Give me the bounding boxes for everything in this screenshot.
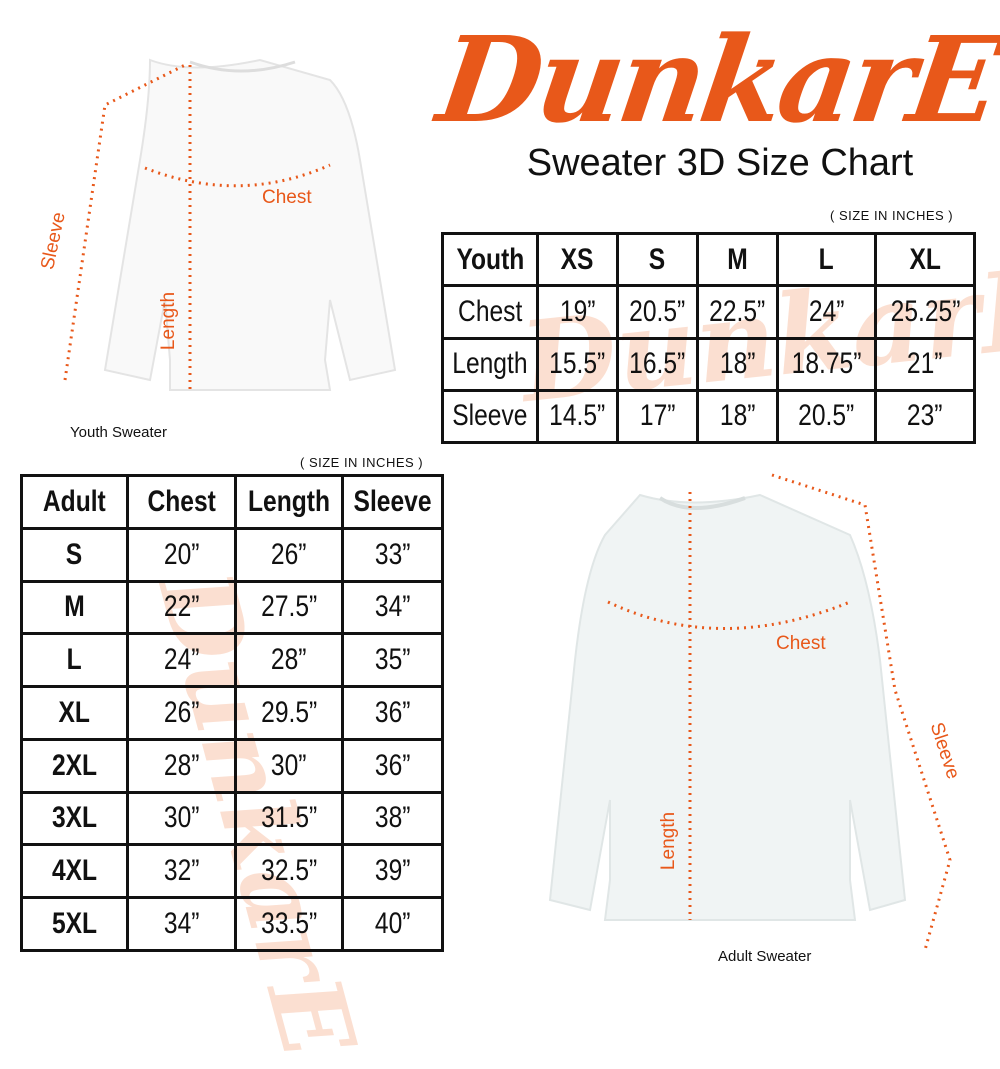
table-row: Chest 19” 20.5” 22.5” 24” 25.25” [441,284,976,340]
table-cell: 22.5” [695,284,779,340]
table-cell: M [695,231,779,288]
page-title: Sweater 3D Size Chart [526,142,914,184]
table-cell: 28” [126,737,237,794]
table-cell: XL [20,685,129,741]
table-cell: Adult [20,474,129,530]
table-cell: 26” [234,526,344,583]
table-cell: 34” [341,579,444,636]
table-cell: 15.5” [535,336,619,392]
table-cell: 21” [874,336,976,392]
adult-sweater-illustration [548,473,952,951]
table-cell: 18” [695,336,779,392]
table-cell: 16.5” [615,336,699,392]
table-cell: 17” [615,388,699,445]
table-cell: Youth [441,231,539,288]
table-cell: 32” [126,843,237,900]
adult-chest-measure [607,600,851,630]
adult-size-table: Adult Chest Length Sleeve S 20” 26” 33” M 22”… [20,474,444,952]
table-header-row: Adult Chest Length Sleeve [20,474,444,530]
table-row: S 20” 26” 33” [20,526,444,583]
table-cell: XS [535,231,619,288]
table-cell: Chest [441,284,539,340]
table-cell: XL [874,231,976,288]
table-row: Sleeve 14.5” 17” 18” 20.5” 23” [441,388,976,445]
table-cell: S [20,526,129,583]
table-cell: L [20,632,129,689]
table-cell: S [615,231,699,288]
table-cell: 5XL [20,896,129,952]
table-cell: 26” [126,685,237,741]
table-cell: 29.5” [234,685,344,741]
table-cell: 35” [341,632,444,689]
table-cell: 23” [874,388,976,445]
adult-length-label: Length [658,811,680,871]
table-cell: 33.5” [234,896,344,952]
table-cell: 25.25” [874,284,976,340]
table-cell: 34” [126,896,237,952]
table-cell: 3XL [20,790,129,847]
table-cell: 36” [341,737,444,794]
table-cell: 36” [341,685,444,741]
table-cell: 24” [126,632,237,689]
table-cell: 18.75” [775,336,878,392]
table-cell: 30” [234,737,344,794]
table-row: L 24” 28” 35” [20,632,444,689]
table-cell: 27.5” [234,579,344,636]
table-cell: 19” [535,284,619,340]
table-cell: M [20,579,129,636]
table-cell: Sleeve [441,388,539,445]
table-row: 3XL 30” 31.5” 38” [20,790,444,847]
brand-logo: DunkarE [430,10,1000,149]
table-cell: 20.5” [615,284,699,340]
table-row: M 22” 27.5” 34” [20,579,444,636]
table-row: XL 26” 29.5” 36” [20,685,444,741]
table-cell: 24” [775,284,878,340]
youth-caption: Youth Sweater [70,424,168,441]
youth-sleeve-measure [63,63,186,381]
table-row: Length 15.5” 16.5” 18” 18.75” 21” [441,336,976,392]
youth-length-label: Length [158,291,180,351]
table-cell: 39” [341,843,444,900]
youth-sweater-shape [103,58,397,391]
table-row: 4XL 32” 32.5” 39” [20,843,444,900]
adult-sweater-shape [548,493,907,921]
table-cell: 18” [695,388,779,445]
table-cell: Sleeve [341,474,444,530]
table-cell: 14.5” [535,388,619,445]
adult-chest-label: Chest [776,633,826,654]
youth-units-note: ( SIZE IN INCHES ) [830,208,954,223]
table-cell: 31.5” [234,790,344,847]
table-cell: Length [234,474,344,530]
table-cell: L [775,231,878,288]
table-cell: 30” [126,790,237,847]
table-cell: 38” [341,790,444,847]
table-cell: 20.5” [775,388,878,445]
table-cell: 20” [126,526,237,583]
table-cell: 33” [341,526,444,583]
table-cell: 32.5” [234,843,344,900]
youth-size-table: Youth XS S M L XL Chest 19” 20.5” 22.5” … [441,231,976,445]
table-cell: 2XL [20,737,129,794]
table-cell: 4XL [20,843,129,900]
table-row: 5XL 34” 33.5” 40” [20,896,444,952]
youth-sweater-illustration [63,58,397,391]
table-cell: 40” [341,896,444,952]
table-header-row: Youth XS S M L XL [441,231,976,288]
youth-chest-label: Chest [262,187,312,208]
table-row: 2XL 28” 30” 36” [20,737,444,794]
adult-units-note: ( SIZE IN INCHES ) [300,455,424,470]
table-cell: Chest [126,474,237,530]
table-cell: 28” [234,632,344,689]
table-cell: Length [441,336,539,392]
adult-caption: Adult Sweater [718,948,812,965]
table-cell: 22” [126,579,237,636]
